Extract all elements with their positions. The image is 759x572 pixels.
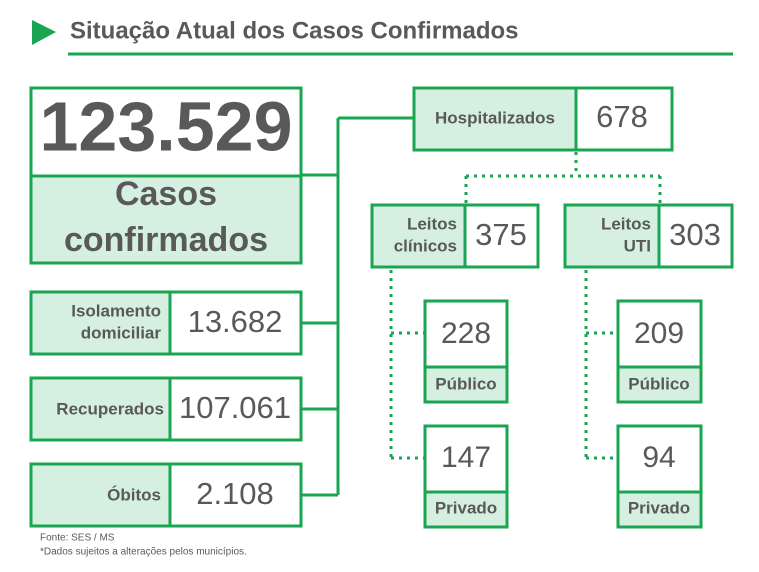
status-value: 2.108 xyxy=(196,476,274,511)
ward-label: UTI xyxy=(624,236,651,255)
ward-box: Leitos UTI 303 xyxy=(563,203,734,269)
ward-box: Leitos clínicos 375 xyxy=(370,203,540,269)
title: Situação Atual dos Casos Confirmados xyxy=(70,17,519,44)
total-value: 123.529 xyxy=(39,87,292,165)
status-value: 107.061 xyxy=(179,390,291,425)
split-label: Privado xyxy=(435,498,497,517)
ward-label: clínicos xyxy=(394,236,457,255)
total-box: 123.529 Casos confirmados xyxy=(29,86,303,265)
footer-source: Fonte: SES / MS xyxy=(40,533,115,544)
split-box: 209 Público xyxy=(616,299,703,404)
ward-value: 303 xyxy=(669,217,721,252)
split-value: 209 xyxy=(634,317,684,350)
connectors xyxy=(302,116,662,497)
status-value: 13.682 xyxy=(188,304,283,339)
split-value: 147 xyxy=(441,441,491,474)
split-label: Público xyxy=(628,374,689,393)
ward-label: Leitos xyxy=(601,214,651,233)
split-box: 94 Privado xyxy=(616,424,703,529)
status-label: domiciliar xyxy=(81,323,162,342)
ward-label: Leitos xyxy=(407,214,457,233)
split-label: Público xyxy=(435,374,496,393)
hospitalized-label: Hospitalizados xyxy=(435,108,555,127)
title-marker xyxy=(32,20,56,45)
split-value: 228 xyxy=(441,317,491,350)
ward-value: 375 xyxy=(475,217,527,252)
status-box: Óbitos 2.108 xyxy=(29,462,303,528)
split-box: 228 Público xyxy=(423,299,509,404)
split-label: Privado xyxy=(628,498,690,517)
split-value: 94 xyxy=(642,441,675,474)
status-label: Isolamento xyxy=(71,301,161,320)
hospitalized-box: Hospitalizados 678 xyxy=(412,86,674,152)
total-label: Casos xyxy=(115,175,217,213)
total-label: confirmados xyxy=(64,221,268,259)
footer-note: *Dados sujeitos a alterações pelos munic… xyxy=(40,547,247,558)
split-box: 147 Privado xyxy=(423,424,509,529)
status-label: Recuperados xyxy=(56,399,164,418)
status-box: Recuperados 107.061 xyxy=(29,376,303,442)
hospitalized-value: 678 xyxy=(596,99,648,134)
status-label: Óbitos xyxy=(107,485,161,504)
status-box: Isolamento domiciliar 13.682 xyxy=(29,290,303,356)
